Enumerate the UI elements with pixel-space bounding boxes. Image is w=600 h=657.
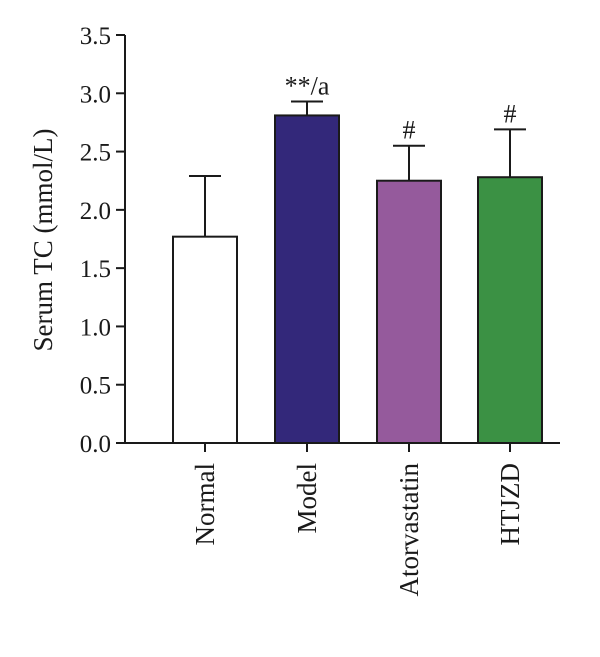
bars-group: [172, 114, 543, 445]
x-tick-label-1: Model: [292, 463, 322, 534]
error-bars-group: [189, 100, 526, 237]
x-axis: [125, 442, 560, 452]
y-tick-label-2: 1.0: [80, 314, 111, 341]
bar-model: [274, 114, 340, 444]
y-tick-label-1: 0.5: [80, 373, 111, 400]
y-tick-label-7: 3.5: [80, 23, 111, 50]
bar-atorvastatin: [376, 179, 442, 444]
y-tick-label-3: 1.5: [80, 256, 111, 283]
y-tick-label-6: 3.0: [80, 81, 111, 108]
y-tick-label-4: 2.0: [80, 198, 111, 225]
y-axis-label: Serum TC (mmol/L): [28, 129, 58, 352]
x-tick-label-2: Atorvastatin: [394, 463, 424, 597]
y-tick-label-0: 0.0: [80, 431, 111, 458]
annotation-2: #: [403, 116, 416, 145]
x-tick-label-0: Normal: [190, 463, 220, 545]
y-axis: 0.0 0.5 1.0 1.5 2.0 2.5 3.0 3.5: [80, 23, 126, 458]
category-labels-group: Normal Model Atorvastatin HTJZD: [190, 463, 525, 597]
bar-normal: [172, 235, 238, 444]
bar-htjzd: [477, 176, 543, 445]
annotation-1: **/a: [285, 71, 330, 100]
annotations-group: **/a # #: [285, 71, 517, 144]
annotation-3: #: [504, 99, 517, 128]
x-tick-label-3: HTJZD: [495, 463, 525, 546]
y-tick-label-5: 2.5: [80, 140, 111, 167]
